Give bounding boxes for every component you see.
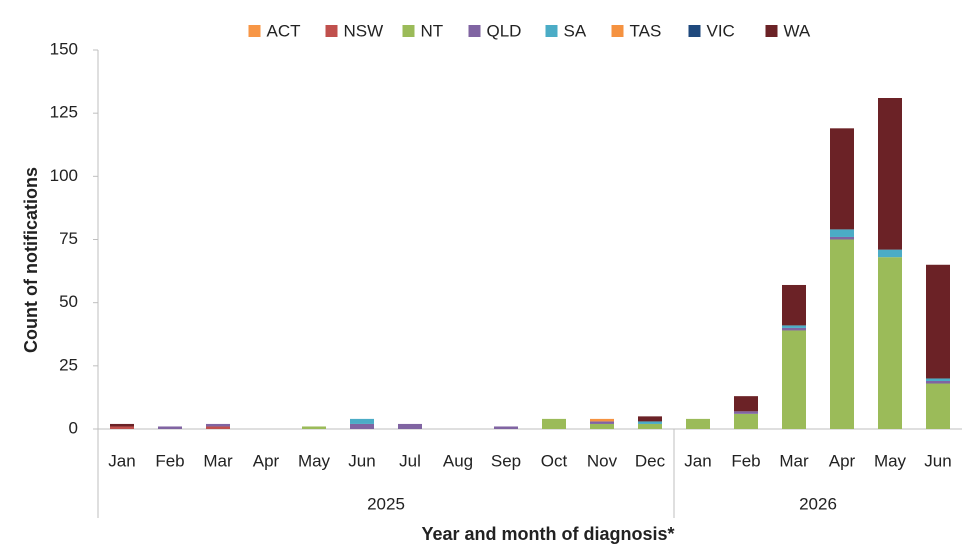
bar-segment	[782, 325, 806, 328]
y-tick-label: 25	[59, 355, 78, 374]
bar-segment	[302, 426, 326, 429]
legend-label: VIC	[707, 21, 735, 40]
x-tick-label: Dec	[635, 451, 666, 470]
x-tick-label: Nov	[587, 451, 618, 470]
x-group-label: 2026	[799, 494, 837, 513]
x-tick-label: Feb	[731, 451, 760, 470]
x-tick-label: Aug	[443, 451, 473, 470]
legend-label: ACT	[267, 21, 301, 40]
legend-label: QLD	[487, 21, 522, 40]
bar-segment	[926, 383, 950, 429]
legend-label: NSW	[344, 21, 384, 40]
x-tick-label: Jun	[924, 451, 951, 470]
bar-segment	[878, 249, 902, 258]
bar-segment	[878, 257, 902, 429]
bar-segment	[638, 416, 662, 422]
x-tick-label: Jan	[684, 451, 711, 470]
bar-segment	[734, 411, 758, 414]
x-group-label: 2025	[367, 494, 405, 513]
bar-segment	[638, 423, 662, 429]
x-tick-label: Jun	[348, 451, 375, 470]
bar-segment	[110, 426, 134, 429]
legend-swatch	[611, 25, 624, 37]
bar-segment	[734, 396, 758, 412]
bar-segment	[830, 239, 854, 429]
bar-segment	[110, 423, 134, 427]
y-tick-label: 75	[59, 229, 78, 248]
bar-segment	[206, 423, 230, 427]
bar-segment	[782, 330, 806, 429]
legend-label: WA	[784, 21, 811, 40]
bar-segment	[926, 378, 950, 381]
x-tick-label: Apr	[829, 451, 856, 470]
bar-segment	[542, 418, 566, 429]
bar-segment	[830, 229, 854, 237]
x-tick-label: May	[874, 451, 907, 470]
bar-segment	[926, 380, 950, 384]
bar-segment	[590, 423, 614, 429]
bar-segment	[830, 128, 854, 230]
bar-segment	[206, 426, 230, 429]
y-tick-label: 0	[69, 418, 78, 437]
x-axis-title: Year and month of diagnosis*	[421, 524, 674, 544]
bar-segment	[734, 413, 758, 429]
legend-swatch	[545, 25, 558, 37]
x-tick-label: Jul	[399, 451, 421, 470]
legend-label: NT	[421, 21, 444, 40]
bar-segment	[494, 426, 518, 429]
y-tick-label: 125	[50, 103, 78, 122]
bar-segment	[638, 421, 662, 424]
x-tick-label: Feb	[155, 451, 184, 470]
x-tick-label: Apr	[253, 451, 280, 470]
legend-swatch	[248, 25, 261, 37]
bar-segment	[350, 423, 374, 429]
bar-segment	[782, 327, 806, 331]
y-tick-label: 150	[50, 39, 78, 58]
x-tick-label: Oct	[541, 451, 568, 470]
legend-swatch	[325, 25, 338, 37]
bar-segment	[350, 418, 374, 424]
bar-segment	[398, 423, 422, 429]
bar-segment	[782, 284, 806, 326]
legend-label: TAS	[630, 21, 662, 40]
y-tick-label: 50	[59, 292, 78, 311]
y-axis-title: Count of notifications	[21, 167, 41, 353]
x-tick-label: May	[298, 451, 331, 470]
bar-segment	[686, 418, 710, 429]
x-tick-label: Sep	[491, 451, 521, 470]
x-tick-label: Mar	[779, 451, 809, 470]
bar-segment	[830, 236, 854, 240]
bar-segment	[590, 418, 614, 422]
legend-swatch	[402, 25, 415, 37]
x-tick-label: Jan	[108, 451, 135, 470]
legend-swatch	[468, 25, 481, 37]
bar-segment	[158, 426, 182, 429]
legend-swatch	[765, 25, 778, 37]
legend-label: SA	[564, 21, 587, 40]
legend-swatch	[688, 25, 701, 37]
bar-segment	[878, 98, 902, 250]
bar-segment	[926, 264, 950, 379]
bar-segment	[590, 421, 614, 424]
x-tick-label: Mar	[203, 451, 233, 470]
y-tick-label: 100	[50, 166, 78, 185]
